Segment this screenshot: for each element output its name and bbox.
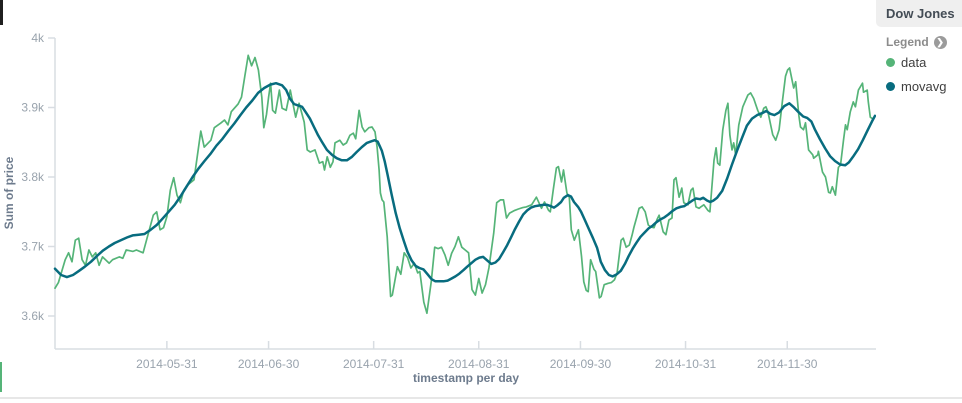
x-tick-label: 2014-11-30 bbox=[757, 357, 818, 371]
data-series-dot-icon bbox=[886, 58, 895, 67]
x-tick-label: 2014-06-30 bbox=[238, 357, 300, 371]
y-axis-title: Sum of price bbox=[2, 156, 16, 229]
x-tick-label: 2014-10-31 bbox=[655, 357, 717, 371]
legend-panel: Dow Jones Legend ❯ data movavg bbox=[876, 0, 962, 396]
y-tick-label: 3.7k bbox=[21, 240, 45, 254]
x-tick-label: 2014-07-31 bbox=[343, 357, 405, 371]
y-tick-label: 4k bbox=[31, 31, 45, 45]
y-tick-label: 3.9k bbox=[21, 101, 45, 115]
movavg-series-line bbox=[53, 81, 877, 283]
chart-axes: 4k 3.9k 3.8k 3.7k 3.6k 2014-05-31 2014-06-30 20… bbox=[21, 31, 877, 371]
legend-item-data[interactable]: data bbox=[886, 55, 962, 70]
y-tick-label: 3.8k bbox=[21, 170, 45, 184]
movavg-series-dot-icon bbox=[886, 82, 895, 91]
legend-label: Legend bbox=[886, 35, 929, 49]
legend-item-label: movavg bbox=[901, 79, 947, 94]
adjacent-panel-artifact bbox=[0, 362, 2, 392]
panel-bottom-divider bbox=[0, 397, 962, 399]
x-tick-label: 2014-08-31 bbox=[448, 357, 510, 371]
x-tick-label: 2014-09-30 bbox=[550, 357, 612, 371]
legend-collapse-icon[interactable]: ❯ bbox=[933, 35, 947, 49]
data-series-line bbox=[54, 54, 874, 315]
x-tick-label: 2014-05-31 bbox=[136, 357, 198, 371]
legend-label-row: Legend ❯ bbox=[886, 35, 962, 49]
chart-title: Dow Jones bbox=[886, 6, 955, 21]
window-edge-artifact bbox=[0, 0, 3, 25]
legend-item-label: data bbox=[901, 55, 927, 70]
y-tick-label: 3.6k bbox=[21, 309, 45, 323]
chart-title-header: Dow Jones bbox=[876, 0, 962, 27]
x-axis-title: timestamp per day bbox=[413, 371, 519, 385]
chart-series-lines bbox=[53, 54, 877, 315]
legend-item-movavg[interactable]: movavg bbox=[886, 79, 962, 94]
